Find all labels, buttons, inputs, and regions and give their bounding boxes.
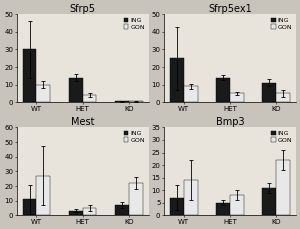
Legend: ING, GON: ING, GON — [271, 17, 293, 30]
Bar — [22, 199, 37, 215]
Bar — [82, 208, 97, 215]
Bar — [129, 101, 142, 102]
Bar — [115, 101, 129, 102]
Title: Bmp3: Bmp3 — [215, 117, 244, 127]
Legend: ING, GON: ING, GON — [123, 17, 146, 30]
Bar — [184, 86, 197, 102]
Bar — [216, 203, 230, 215]
Title: Sfrp5ex1: Sfrp5ex1 — [208, 4, 252, 14]
Bar — [129, 183, 142, 215]
Bar — [69, 211, 82, 215]
Bar — [230, 195, 244, 215]
Legend: ING, GON: ING, GON — [123, 131, 146, 143]
Legend: ING, GON: ING, GON — [271, 131, 293, 143]
Bar — [276, 93, 290, 102]
Bar — [115, 205, 129, 215]
Bar — [37, 85, 50, 102]
Bar — [170, 198, 184, 215]
Bar — [262, 83, 276, 102]
Bar — [170, 58, 184, 102]
Bar — [230, 93, 244, 102]
Bar — [82, 95, 97, 102]
Bar — [69, 78, 82, 102]
Bar — [37, 176, 50, 215]
Bar — [262, 188, 276, 215]
Title: Mest: Mest — [71, 117, 94, 127]
Title: Sfrp5: Sfrp5 — [70, 4, 96, 14]
Bar — [276, 160, 290, 215]
Bar — [184, 180, 197, 215]
Bar — [22, 49, 37, 102]
Bar — [216, 78, 230, 102]
